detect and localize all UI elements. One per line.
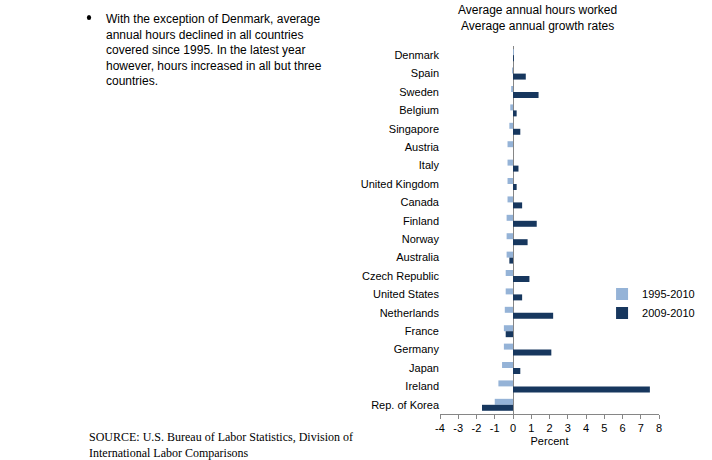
- svg-text:Japan: Japan: [409, 362, 439, 374]
- svg-text:3: 3: [565, 422, 571, 434]
- svg-text:Belgium: Belgium: [399, 104, 439, 116]
- svg-text:Spain: Spain: [411, 67, 439, 79]
- svg-text:7: 7: [638, 422, 644, 434]
- svg-text:Rep. of Korea: Rep. of Korea: [371, 399, 440, 411]
- svg-text:-2: -2: [472, 422, 482, 434]
- svg-text:2009-2010: 2009-2010: [642, 307, 695, 319]
- svg-text:Finland: Finland: [403, 215, 439, 227]
- svg-text:France: France: [405, 325, 439, 337]
- svg-text:With the exception of Denmark,: With the exception of Denmark, averagean…: [106, 12, 322, 88]
- svg-text:Ireland: Ireland: [405, 380, 439, 392]
- svg-text:Sweden: Sweden: [399, 86, 439, 98]
- svg-text:5: 5: [601, 422, 607, 434]
- svg-text:Singapore: Singapore: [389, 123, 439, 135]
- svg-text:-4: -4: [435, 422, 445, 434]
- svg-text:Percent: Percent: [531, 435, 569, 447]
- svg-text:Average annual hours workedAve: Average annual hours workedAverage annua…: [458, 3, 617, 33]
- svg-text:2: 2: [546, 422, 552, 434]
- svg-text:8: 8: [656, 422, 662, 434]
- svg-text:Netherlands: Netherlands: [380, 307, 440, 319]
- svg-text:Norway: Norway: [402, 233, 440, 245]
- svg-text:Germany: Germany: [394, 343, 440, 355]
- svg-text:Canada: Canada: [400, 196, 439, 208]
- svg-text:Italy: Italy: [419, 159, 440, 171]
- svg-text:-3: -3: [453, 422, 463, 434]
- svg-text:6: 6: [619, 422, 625, 434]
- svg-text:Czech Republic: Czech Republic: [362, 270, 440, 282]
- svg-text:1: 1: [528, 422, 534, 434]
- svg-text:SOURCE: U.S. Bureau of Labor S: SOURCE: U.S. Bureau of Labor Statistics,…: [89, 430, 353, 460]
- svg-text:United Kingdom: United Kingdom: [361, 178, 439, 190]
- svg-text:United States: United States: [373, 288, 440, 300]
- svg-text:4: 4: [583, 422, 589, 434]
- svg-text:-1: -1: [490, 422, 500, 434]
- svg-text:0: 0: [510, 422, 516, 434]
- svg-text:1995-2010: 1995-2010: [642, 288, 695, 300]
- svg-text:Austria: Austria: [405, 141, 440, 153]
- svg-text:Denmark: Denmark: [394, 49, 439, 61]
- svg-text:Australia: Australia: [396, 251, 440, 263]
